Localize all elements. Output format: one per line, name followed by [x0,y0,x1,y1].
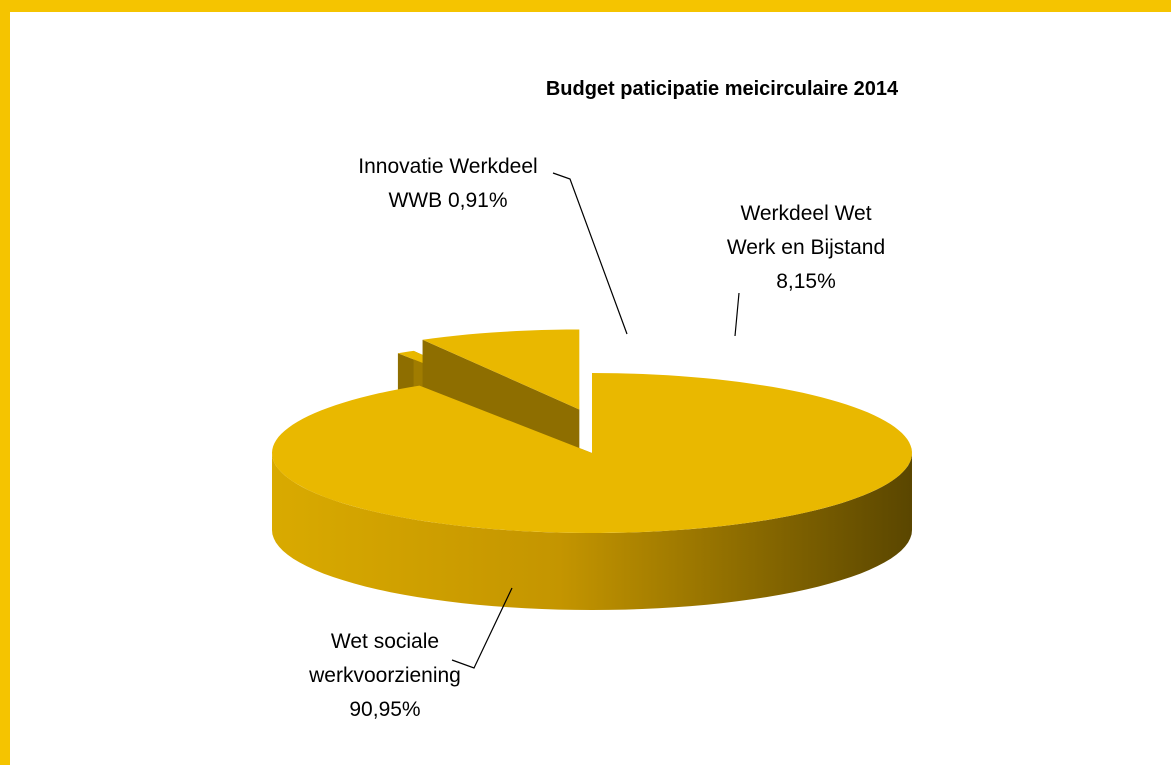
data-label-0-line-2: 90,95% [349,698,420,721]
data-label-2: Werkdeel Wet Werk en Bijstand 8,15% [727,202,885,293]
data-label-0: Wet sociale werkvoorziening 90,95% [308,630,461,721]
pie-slice-0-top [272,373,912,533]
data-label-1: Innovatie Werkdeel WWB 0,91% [358,155,537,212]
leader-line-1 [552,172,628,335]
data-label-1-line-0: Innovatie Werkdeel [358,155,537,178]
pie-slice-0 [272,373,912,610]
data-label-2-line-2: 8,15% [776,270,836,293]
leader-line-2 [734,292,740,337]
data-label-2-line-0: Werkdeel Wet [740,202,871,225]
data-label-0-line-1: werkvoorziening [308,664,461,687]
pie-slice-0-rim [272,453,912,610]
data-label-1-line-1: WWB 0,91% [388,189,507,212]
pie-slice-2-top [422,329,580,410]
data-label-0-line-0: Wet sociale [331,630,439,653]
chart-title: Budget paticipatie meicirculaire 2014 [546,78,899,100]
leader-line-0 [451,587,513,669]
data-label-2-line-1: Werk en Bijstand [727,236,885,259]
